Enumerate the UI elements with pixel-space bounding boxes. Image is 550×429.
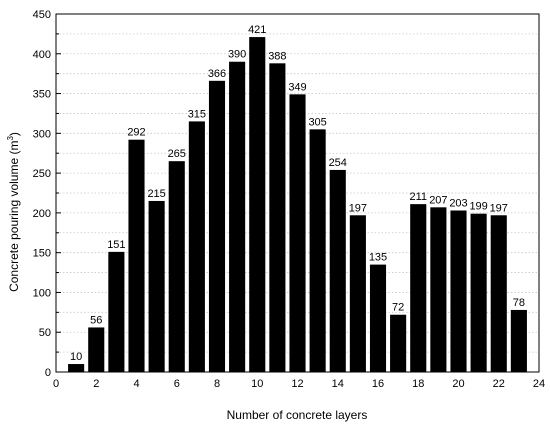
bar — [430, 207, 447, 372]
data-label: 207 — [429, 194, 447, 206]
bars — [68, 37, 527, 373]
bar — [490, 215, 507, 372]
data-label: 390 — [228, 49, 246, 61]
bar — [148, 200, 165, 372]
bar — [329, 169, 346, 372]
y-tick-label: 400 — [33, 49, 51, 61]
y-tick-label: 350 — [33, 89, 51, 101]
bar — [390, 314, 407, 372]
bar — [68, 364, 85, 372]
bar — [188, 121, 205, 373]
x-tick-label: 22 — [493, 378, 505, 390]
bar — [269, 63, 286, 373]
data-label: 254 — [329, 157, 347, 169]
x-axis-title: Number of concrete layers — [227, 408, 368, 422]
data-label: 349 — [288, 81, 306, 93]
y-tick-label: 100 — [33, 287, 51, 299]
y-axis-title-suffix: ) — [7, 132, 21, 136]
bar — [108, 251, 125, 372]
y-axis-title-main: Concrete pouring volume (m — [7, 141, 21, 292]
y-tick-label: 250 — [33, 168, 51, 180]
x-tick-label: 10 — [251, 378, 263, 390]
y-tick-label: 450 — [33, 9, 51, 21]
x-tick-label: 18 — [412, 378, 424, 390]
data-label: 197 — [349, 202, 367, 214]
x-tick-label: 0 — [53, 378, 59, 390]
bar — [349, 215, 366, 372]
x-tick-label: 24 — [533, 378, 545, 390]
x-tick-label: 16 — [372, 378, 384, 390]
x-tick-label: 14 — [332, 378, 344, 390]
bar — [128, 139, 145, 372]
data-label: 10 — [70, 351, 82, 363]
y-axis-title-superscript: 3 — [6, 136, 15, 141]
x-tick-label: 12 — [291, 378, 303, 390]
data-label: 292 — [127, 127, 145, 139]
data-label: 197 — [490, 202, 508, 214]
data-label: 305 — [308, 116, 326, 128]
x-tick-label: 4 — [133, 378, 139, 390]
bar — [369, 264, 387, 372]
bar — [289, 94, 306, 373]
y-tick-label: 300 — [33, 128, 51, 140]
bar — [249, 37, 266, 373]
y-axis-title: Concrete pouring volume (m3) — [6, 132, 21, 292]
data-label: 215 — [147, 188, 165, 200]
x-tick-label: 2 — [93, 378, 99, 390]
bar — [470, 213, 487, 372]
x-tick-label: 8 — [214, 378, 220, 390]
data-label: 211 — [409, 191, 427, 203]
data-label: 421 — [248, 24, 266, 36]
x-tick-label: 20 — [452, 378, 464, 390]
data-label: 199 — [469, 201, 487, 213]
bar — [510, 309, 527, 372]
y-tick-label: 200 — [33, 208, 51, 220]
bar — [168, 161, 185, 372]
y-tick-label: 150 — [33, 248, 51, 260]
data-label: 388 — [268, 50, 286, 62]
bar — [309, 129, 326, 372]
y-tick-label: 0 — [45, 367, 51, 379]
data-label: 366 — [208, 68, 226, 80]
x-tick-label: 6 — [174, 378, 180, 390]
data-label: 135 — [369, 252, 387, 264]
data-label: 203 — [449, 198, 467, 210]
bar — [88, 327, 105, 372]
data-label: 315 — [188, 108, 206, 120]
y-tick-label: 50 — [39, 327, 51, 339]
data-label: 265 — [168, 148, 186, 160]
data-label: 151 — [107, 239, 125, 251]
data-label: 56 — [90, 314, 102, 326]
bar — [450, 210, 467, 372]
bar — [208, 80, 226, 373]
data-label: 72 — [392, 302, 404, 314]
bar — [229, 61, 246, 372]
bar — [410, 204, 427, 372]
data-label: 78 — [513, 297, 525, 309]
